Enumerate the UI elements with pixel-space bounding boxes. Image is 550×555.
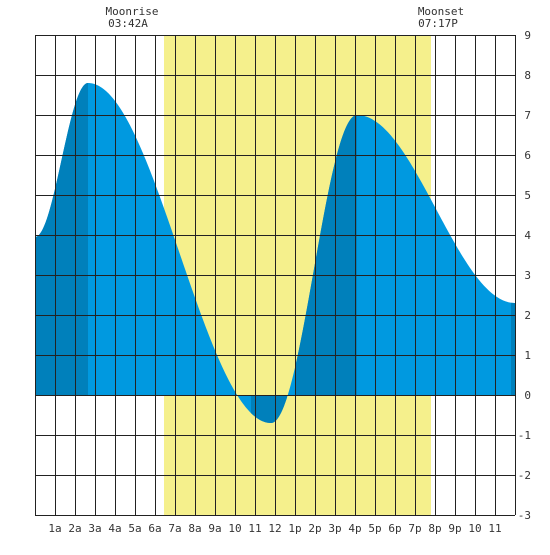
tide-event-band-3	[511, 302, 515, 395]
y-tick-label: 1	[524, 349, 531, 362]
x-tick-label: 5a	[128, 522, 141, 535]
x-tick-label: 10	[468, 522, 481, 535]
x-tick-label: 2p	[308, 522, 321, 535]
tide-event-band-0	[35, 83, 88, 395]
y-tick-label: -3	[518, 509, 531, 522]
x-tick-label: 4p	[348, 522, 361, 535]
x-tick-label: 12	[268, 522, 281, 535]
x-tick-label: 3a	[88, 522, 101, 535]
x-tick-label: 1p	[288, 522, 301, 535]
x-tick-label: 4a	[108, 522, 121, 535]
tide-event-band-2	[295, 115, 357, 395]
y-tick-label: 0	[524, 389, 531, 402]
x-tick-label: 7a	[168, 522, 181, 535]
y-tick-label: -1	[518, 429, 531, 442]
x-tick-label: 6a	[148, 522, 161, 535]
x-tick-label: 5p	[368, 522, 381, 535]
moonrise-label: Moonrise	[106, 5, 159, 18]
grid-layer	[35, 35, 516, 516]
x-tick-label: 9p	[448, 522, 461, 535]
y-tick-label: 6	[524, 149, 531, 162]
x-tick-label: 8p	[428, 522, 441, 535]
x-tick-label: 8a	[188, 522, 201, 535]
x-tick-label: 7p	[408, 522, 421, 535]
y-tick-label: 7	[524, 109, 531, 122]
moonset-time: 07:17P	[418, 17, 458, 30]
y-tick-label: 3	[524, 269, 531, 282]
y-tick-label: -2	[518, 469, 531, 482]
x-tick-label: 10	[228, 522, 241, 535]
tide-event-band-1	[251, 395, 287, 423]
moonset-label: Moonset	[418, 5, 464, 18]
y-tick-label: 5	[524, 189, 531, 202]
x-tick-label: 6p	[388, 522, 401, 535]
x-tick-label: 9a	[208, 522, 221, 535]
x-tick-label: 1a	[48, 522, 61, 535]
moonrise-time: 03:42A	[108, 17, 148, 30]
y-tick-label: 8	[524, 69, 531, 82]
y-tick-label: 4	[524, 229, 531, 242]
x-tick-label: 11	[248, 522, 261, 535]
x-tick-label: 11	[488, 522, 501, 535]
y-tick-label: 2	[524, 309, 531, 322]
x-tick-label: 2a	[68, 522, 81, 535]
x-tick-label: 3p	[328, 522, 341, 535]
y-tick-label: 9	[524, 29, 531, 42]
